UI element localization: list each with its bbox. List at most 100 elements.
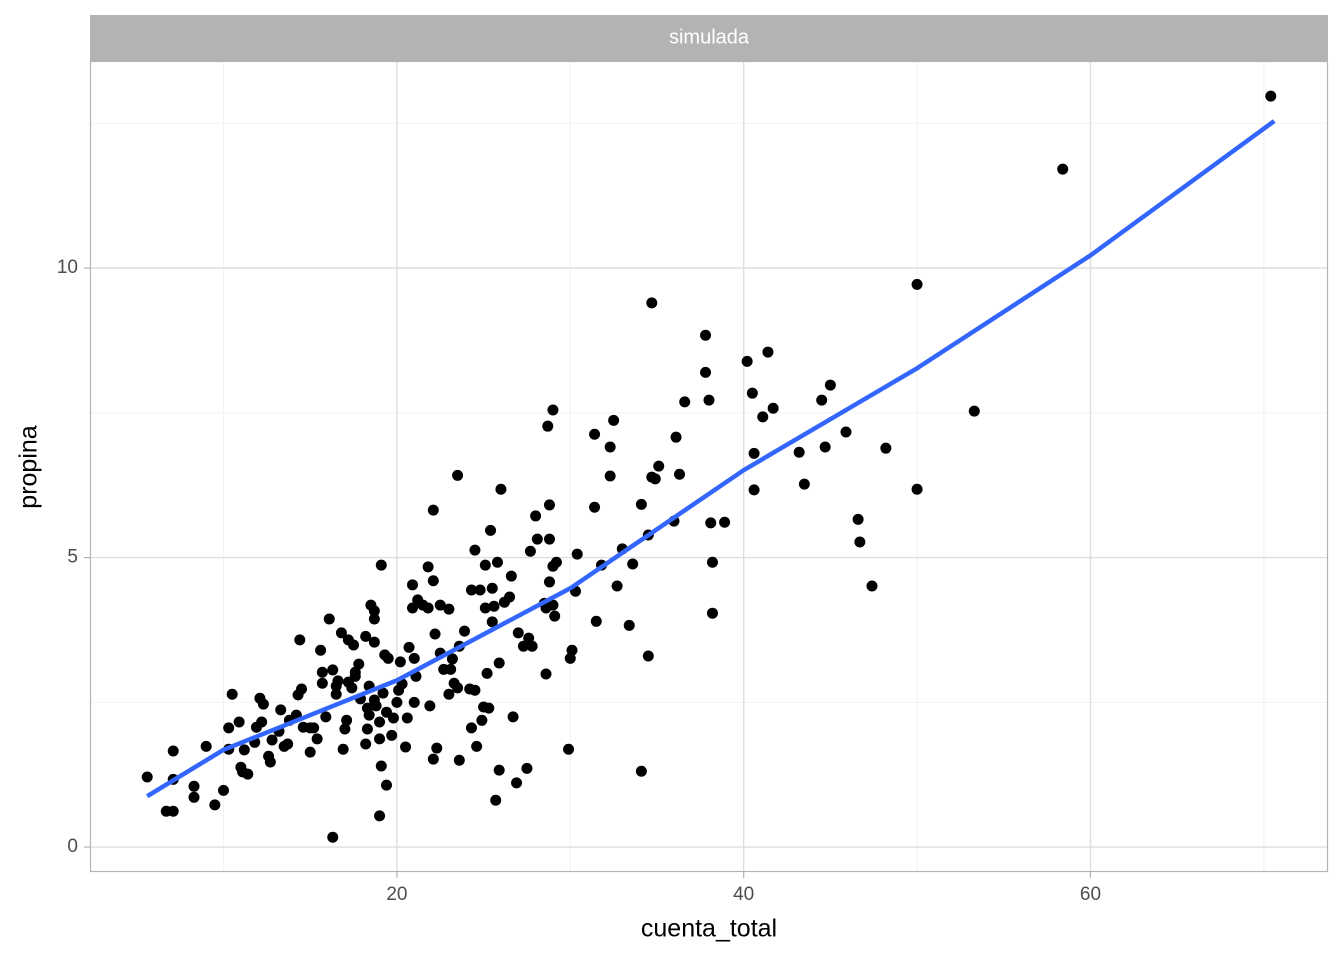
point	[495, 483, 507, 495]
point	[452, 469, 464, 481]
point	[377, 687, 389, 699]
point	[649, 473, 661, 485]
point	[375, 760, 387, 772]
point	[424, 700, 436, 712]
point	[353, 658, 365, 670]
point	[445, 663, 457, 675]
point	[407, 602, 419, 614]
point	[327, 664, 339, 676]
y-axis-title: propina	[15, 425, 43, 508]
point	[327, 831, 339, 843]
point	[703, 394, 715, 406]
point	[880, 442, 892, 454]
point	[866, 580, 878, 592]
point	[1057, 163, 1069, 175]
point	[547, 599, 559, 611]
point	[604, 441, 616, 453]
point	[700, 366, 712, 378]
point	[524, 545, 536, 557]
x-tick-label: 20	[386, 884, 407, 905]
point	[824, 379, 836, 391]
point	[341, 714, 353, 726]
point	[188, 791, 200, 803]
point	[465, 584, 477, 596]
point	[479, 602, 491, 614]
point	[141, 771, 153, 783]
point	[566, 644, 578, 656]
point	[490, 794, 502, 806]
point	[233, 716, 245, 728]
point	[330, 688, 342, 700]
point	[296, 683, 308, 695]
smooth-line	[146, 119, 1276, 799]
point	[521, 762, 533, 774]
point	[540, 668, 552, 680]
point	[387, 712, 399, 724]
point	[706, 607, 718, 619]
point	[422, 602, 434, 614]
point	[360, 630, 372, 642]
point	[635, 765, 647, 777]
point	[443, 688, 455, 700]
point	[167, 805, 179, 817]
point	[374, 733, 386, 745]
point	[911, 483, 923, 495]
point	[968, 405, 980, 417]
point	[427, 753, 439, 765]
point	[642, 650, 654, 662]
facet-label: simulada	[669, 26, 750, 48]
point	[590, 615, 602, 627]
point	[375, 559, 387, 571]
point	[408, 652, 420, 664]
point	[511, 777, 523, 789]
point	[282, 738, 294, 750]
point	[403, 641, 415, 653]
point	[443, 603, 455, 615]
point	[852, 513, 864, 525]
point	[623, 619, 635, 631]
point	[563, 743, 575, 755]
point	[481, 667, 493, 679]
facet-strip	[90, 15, 1328, 61]
point	[627, 558, 639, 570]
point	[427, 504, 439, 516]
point	[488, 600, 500, 612]
point	[348, 639, 360, 651]
point	[493, 764, 505, 776]
point	[757, 411, 769, 423]
point	[485, 524, 497, 536]
point	[200, 740, 212, 752]
point	[767, 402, 779, 414]
point	[604, 470, 616, 482]
point	[386, 729, 398, 741]
point	[748, 447, 760, 459]
point	[547, 404, 559, 416]
point	[257, 698, 269, 710]
point	[531, 533, 543, 545]
point	[469, 684, 481, 696]
point	[706, 556, 718, 568]
point	[798, 478, 810, 490]
point	[517, 640, 529, 652]
point	[589, 501, 601, 513]
point	[167, 745, 179, 757]
point	[741, 355, 753, 367]
point	[422, 561, 434, 573]
point	[218, 784, 230, 796]
point	[446, 653, 458, 665]
point	[670, 431, 682, 443]
point	[266, 734, 278, 746]
point	[368, 636, 380, 648]
point	[332, 675, 344, 687]
point	[816, 394, 828, 406]
point	[486, 582, 498, 594]
x-tick-label: 60	[1080, 884, 1101, 905]
point	[459, 625, 471, 637]
point	[474, 584, 486, 596]
point	[223, 722, 235, 734]
point	[526, 640, 538, 652]
point	[483, 702, 495, 714]
point	[507, 711, 519, 723]
